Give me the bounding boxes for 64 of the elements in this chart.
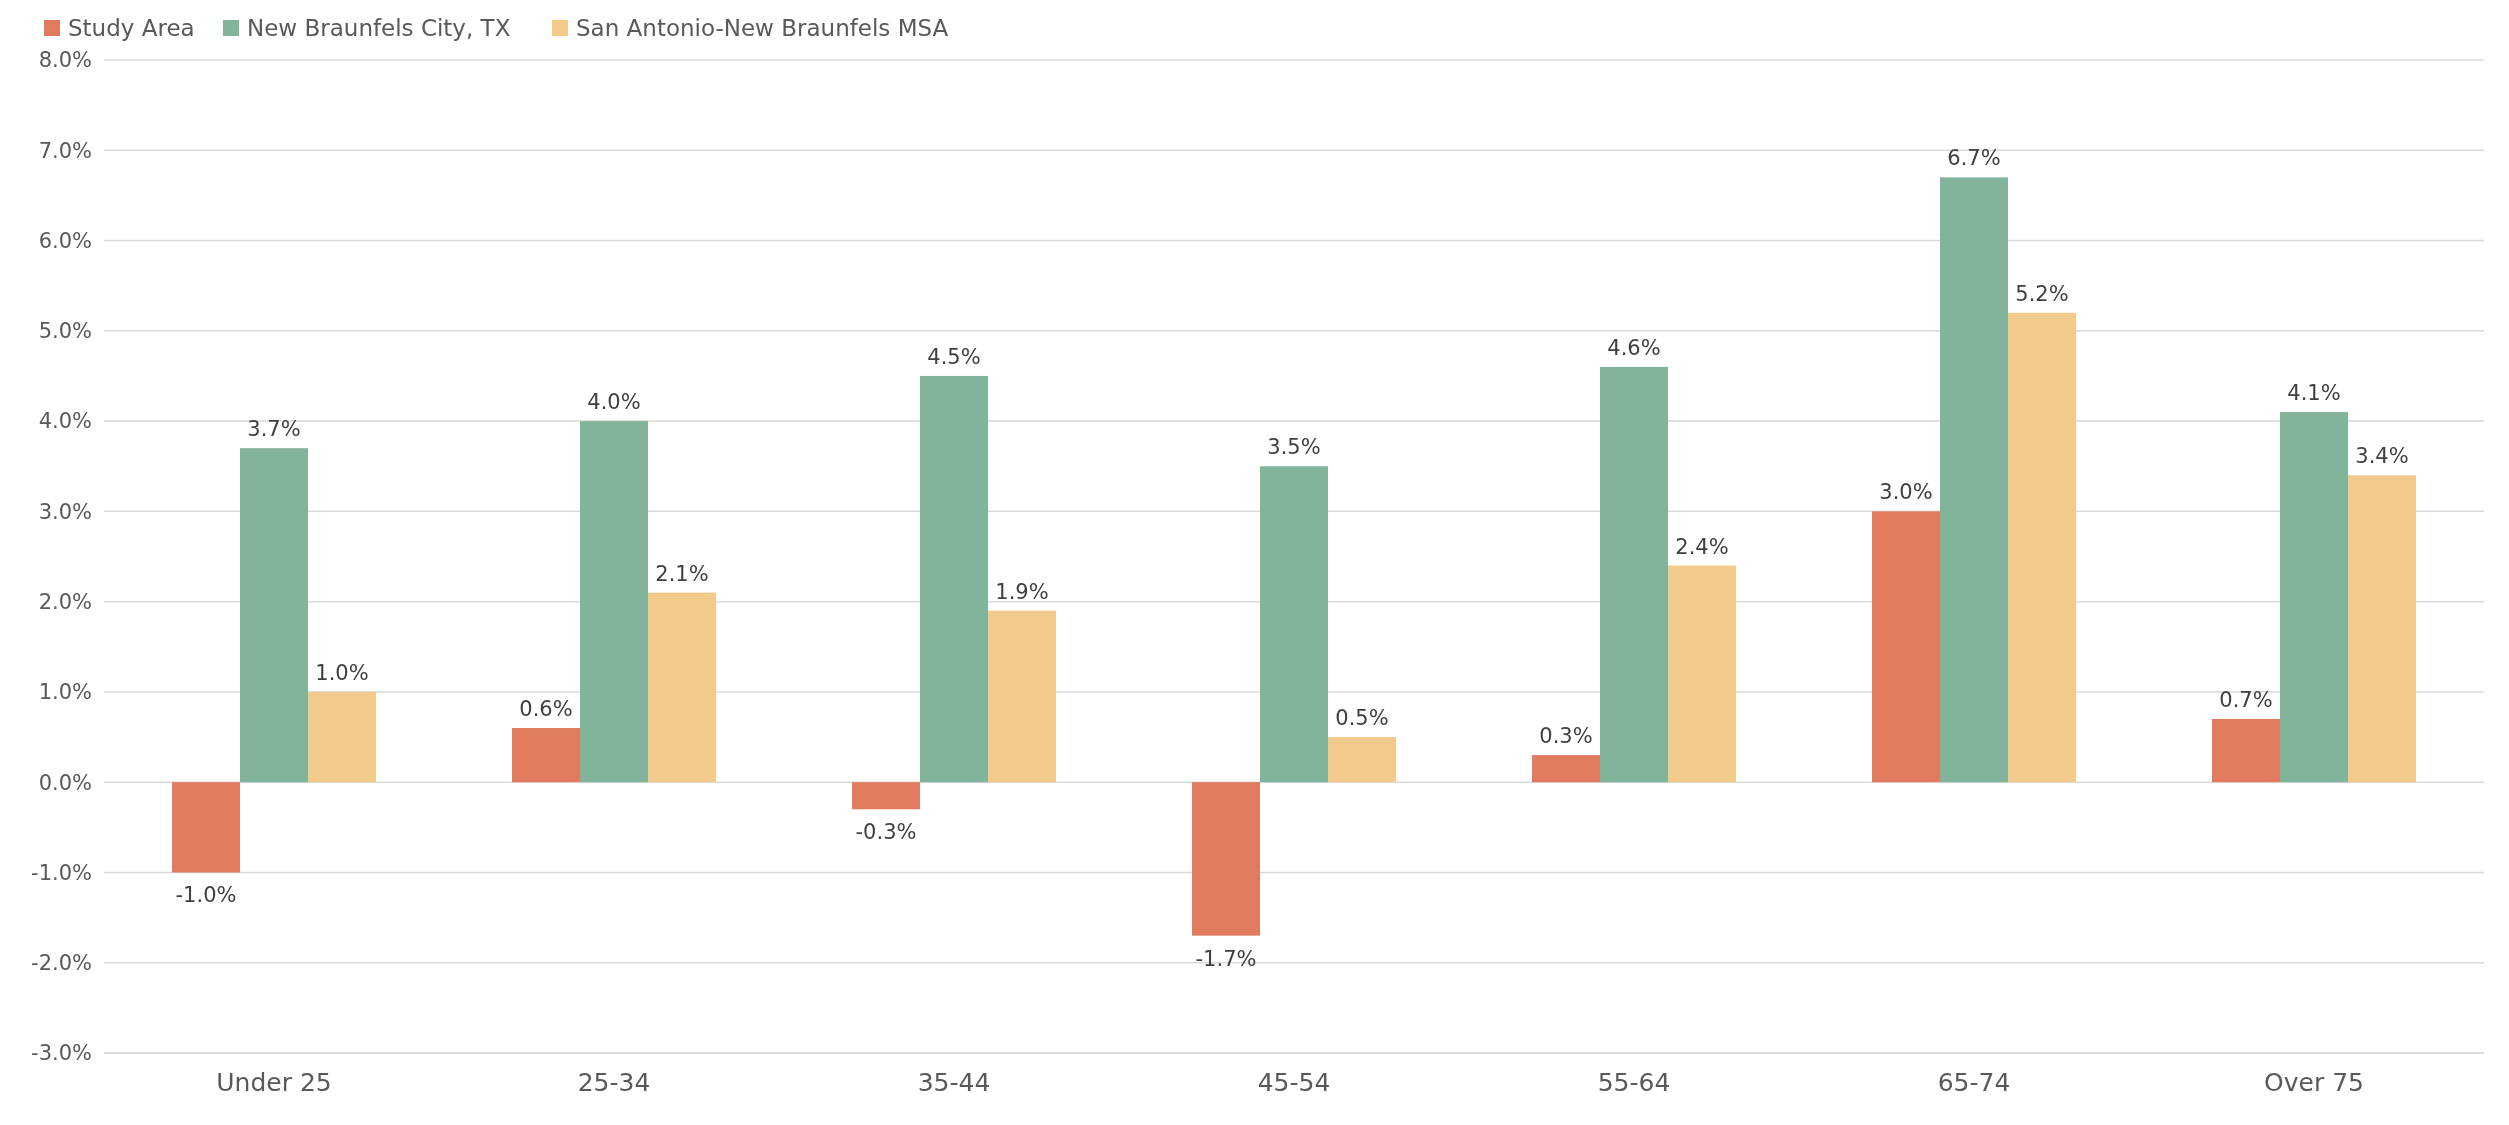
bar — [240, 448, 308, 783]
x-tick-label: 65-74 — [1937, 1068, 2011, 1097]
y-tick-label: -3.0% — [31, 1041, 92, 1066]
data-label: -1.7% — [1195, 946, 1257, 971]
y-tick-label: -2.0% — [31, 951, 92, 976]
bar — [2212, 718, 2280, 783]
data-label: 4.6% — [1607, 335, 1661, 360]
y-tick-label: 2.0% — [38, 589, 92, 614]
y-tick-label: 8.0% — [38, 48, 92, 73]
y-tick-label: -1.0% — [31, 860, 92, 885]
bar — [2280, 412, 2348, 783]
x-tick-label: Over 75 — [2264, 1068, 2364, 1097]
bar — [580, 421, 648, 783]
bar — [852, 782, 920, 810]
bar — [1532, 755, 1600, 783]
data-label: 4.1% — [2287, 381, 2341, 406]
data-label: 0.7% — [2219, 687, 2273, 712]
x-tick-label: 55-64 — [1597, 1068, 1671, 1097]
bar — [1600, 366, 1668, 783]
x-tick-label: Under 25 — [216, 1068, 332, 1097]
y-tick-label: 6.0% — [38, 228, 92, 253]
data-label: 6.7% — [1947, 146, 2001, 171]
data-label: 2.4% — [1675, 534, 1729, 559]
y-tick-label: 3.0% — [38, 499, 92, 524]
legend-label: New Braunfels City, TX — [247, 15, 511, 42]
y-tick-label: 1.0% — [38, 680, 92, 705]
bar — [1260, 466, 1328, 783]
data-label: 3.4% — [2355, 444, 2409, 469]
data-label: 2.1% — [655, 561, 709, 586]
legend-label: Study Area — [68, 15, 195, 42]
x-tick-label: 25-34 — [577, 1068, 651, 1097]
data-label: -0.3% — [855, 820, 917, 845]
data-label: 3.5% — [1267, 435, 1321, 460]
bar — [1940, 177, 2008, 783]
legend-label: San Antonio-New Braunfels MSA — [576, 15, 949, 42]
bar — [308, 691, 376, 783]
x-tick-label: 45-54 — [1257, 1068, 1331, 1097]
bar — [648, 592, 716, 783]
bar — [1192, 782, 1260, 936]
x-tick-label: 35-44 — [917, 1068, 991, 1097]
bar — [1872, 511, 1940, 783]
bar — [512, 728, 580, 783]
bar — [2348, 475, 2416, 783]
data-label: 0.3% — [1539, 724, 1593, 749]
y-tick-label: 5.0% — [38, 319, 92, 344]
data-label: 0.5% — [1335, 706, 1389, 731]
bar — [1668, 565, 1736, 783]
bar — [2008, 312, 2076, 783]
bar — [988, 610, 1056, 783]
y-tick-label: 7.0% — [38, 138, 92, 163]
data-label: 5.2% — [2015, 281, 2069, 306]
data-label: 4.0% — [587, 390, 641, 415]
data-label: 4.5% — [927, 344, 981, 369]
bar — [1328, 737, 1396, 783]
data-label: 1.0% — [315, 660, 369, 685]
y-tick-label: 0.0% — [38, 770, 92, 795]
data-label: 0.6% — [519, 697, 573, 722]
bar — [172, 782, 240, 873]
data-label: 1.9% — [995, 579, 1049, 604]
y-tick-label: 4.0% — [38, 409, 92, 434]
data-label: 3.7% — [247, 417, 301, 442]
bar — [920, 375, 988, 783]
data-label: -1.0% — [175, 883, 237, 908]
data-label: 3.0% — [1879, 480, 1933, 505]
